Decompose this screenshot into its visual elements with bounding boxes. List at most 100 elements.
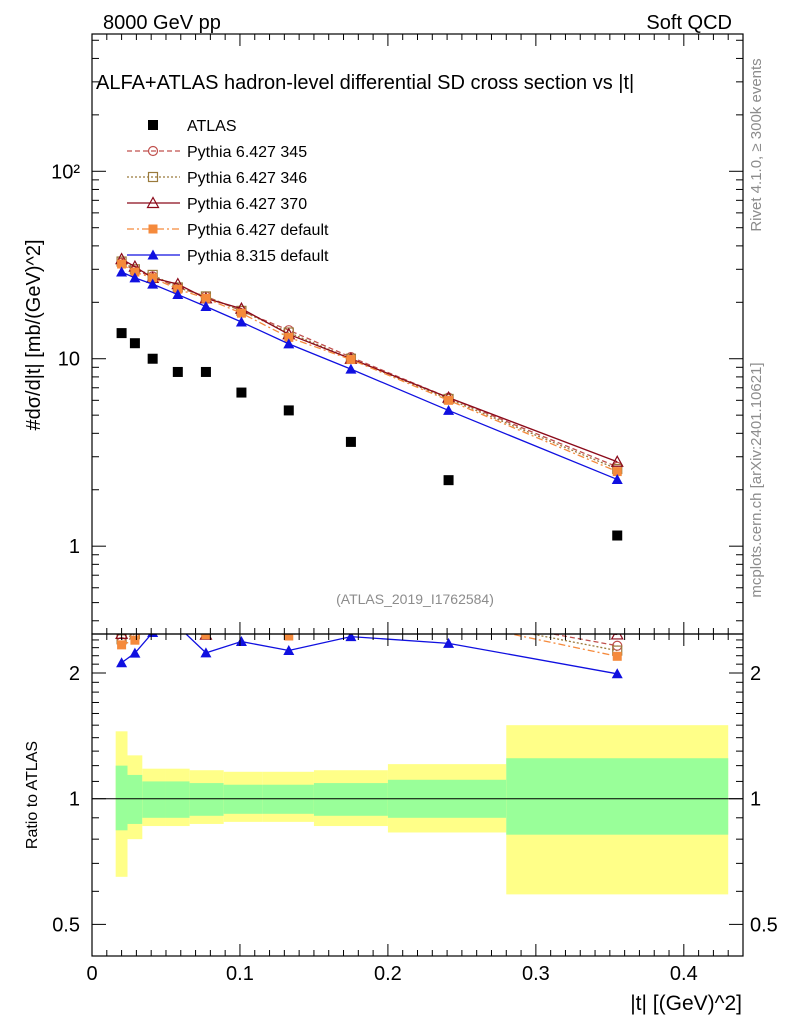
ratio-point-0-5: [237, 612, 246, 621]
band-stat-1: [127, 774, 143, 824]
ratio-point-4-4: [200, 647, 212, 658]
main-point-4-3: [172, 289, 184, 300]
main-point-3-1: [130, 267, 140, 277]
main-point-4-9: [611, 473, 623, 484]
main-point-3-7: [346, 355, 356, 365]
y-tick-label-ratio-left-0: 0.5: [52, 914, 80, 936]
ratio-line-0: [121, 634, 618, 647]
main-point-4-4: [200, 300, 212, 311]
data-point-3: [172, 366, 183, 377]
ratio-point-3-9: [612, 651, 622, 661]
ratio-point-1-5: [237, 612, 246, 621]
band-stat-5: [223, 784, 263, 814]
y-axis-label-ratio: Ratio to ATLAS: [24, 741, 41, 849]
main-point-4-7: [345, 363, 357, 374]
ratio-point-2-9: [610, 634, 624, 640]
data-point-6: [283, 405, 294, 416]
main-point-3-4: [201, 293, 211, 303]
ratio-point-1-2: [148, 607, 157, 616]
x-tick-label-0: 0: [86, 963, 97, 985]
ratio-point-3-0: [117, 640, 127, 650]
ratio-point-0-6: [284, 615, 293, 624]
ratio-point-2-3: [172, 598, 183, 608]
y-axis-label-main: #dσ/d|t| [mb/(GeV)^2]: [23, 239, 45, 430]
main-point-3-0: [117, 259, 127, 269]
main-series-group: [115, 252, 624, 541]
ratio-point-4-8: [443, 637, 455, 648]
y-tick-label-ratio-right-2: 2: [750, 663, 761, 685]
ratio-point-1-3: [173, 606, 182, 615]
analysis-tag: (ATLAS_2019_I1762584): [336, 591, 494, 607]
main-point-4-1: [129, 272, 141, 283]
data-point-9: [612, 530, 623, 541]
ratio-point-3-4: [201, 634, 211, 640]
ratio-point-4-0: [116, 657, 128, 668]
mcplots-label: mcplots.cern.ch [arXiv:2401.10621]: [748, 362, 765, 597]
ratio-point-4-6: [283, 645, 295, 656]
main-point-4-8: [443, 404, 455, 415]
header-left: 8000 GeV pp: [103, 12, 221, 34]
chart-title: ALFA+ATLAS hadron-level differential SD …: [96, 72, 634, 94]
main-point-4-0: [116, 266, 128, 277]
axis-tick-labels: 0 0.1 0.2 0.3 0.4 1 10 10² 0.5 0.5 1 1 2 2: [51, 161, 778, 985]
x-tick-label-2: 0.2: [374, 963, 402, 985]
band-stat-3: [165, 781, 190, 818]
ratio-point-1-8: [444, 613, 453, 622]
data-point-0: [116, 328, 127, 339]
legend-marker-4: [147, 249, 159, 260]
ratio-point-4-5: [235, 636, 247, 647]
main-point-4-2: [147, 278, 159, 289]
main-line-0: [121, 262, 618, 468]
main-point-3-2: [148, 273, 158, 283]
ratio-point-3-5: [237, 617, 246, 626]
axis-ticks: [91, 34, 744, 956]
ratio-series-group: [115, 598, 624, 679]
band-stat-7: [313, 783, 388, 816]
ratio-point-4-9: [611, 668, 623, 679]
y-tick-label-ratio-right-0: 0.5: [750, 914, 778, 936]
ratio-point-0-8: [444, 610, 453, 619]
y-tick-label-main-0: 1: [69, 536, 80, 558]
ratio-point-1-6: [284, 621, 293, 630]
data-point-8: [443, 475, 454, 486]
legend-marker-3: [148, 224, 158, 234]
legend-marker-0: [147, 145, 159, 157]
main-point-4-5: [235, 316, 247, 327]
ratio-line-4: [121, 634, 618, 675]
legend-label-0: Pythia 6.427 345: [187, 144, 307, 161]
y-axis-label-main-text: #dσ/d|t| [mb/(GeV)^2]: [23, 239, 45, 430]
legend-label-data: ATLAS: [187, 118, 237, 135]
main-point-3-8: [444, 395, 454, 405]
ratio-uncertainty-bands: [115, 725, 729, 895]
band-stat-2: [142, 781, 166, 818]
band-stat-0: [115, 765, 128, 831]
band-stat-9: [506, 758, 729, 835]
rivet-label: Rivet 4.1.0, ≥ 300k events: [748, 58, 765, 231]
data-point-7: [345, 436, 356, 447]
main-point-4-6: [283, 338, 295, 349]
main-point-3-5: [236, 308, 246, 318]
ratio-point-2-5: [236, 606, 247, 616]
ratio-point-3-8: [444, 616, 453, 625]
x-axis-label: |t| [(GeV)^2]: [630, 992, 742, 1015]
ratio-point-4-3: [172, 621, 183, 631]
header-right: Soft QCD: [646, 12, 732, 34]
band-stat-6: [262, 784, 314, 814]
y-tick-label-ratio-left-2: 2: [69, 663, 80, 685]
legend-label-3: Pythia 6.427 default: [187, 222, 329, 239]
x-tick-label-4: 0.4: [670, 963, 698, 985]
data-point-5: [236, 387, 247, 398]
y-tick-label-ratio-left-1: 1: [69, 789, 80, 811]
y-tick-label-ratio-right-1: 1: [750, 789, 761, 811]
main-point-2-9: [610, 455, 624, 467]
band-stat-4: [189, 783, 224, 816]
legend: ATLAS Pythia 6.427 345 Pythia 6.427 346 Pyt…: [127, 118, 329, 265]
ratio-point-2-7: [345, 608, 356, 618]
ratio-point-2-8: [443, 609, 454, 619]
x-tick-label-1: 0.1: [226, 963, 254, 985]
legend-marker-2: [146, 196, 160, 209]
y-tick-label-main-2: 10²: [51, 161, 80, 183]
legend-label-4: Pythia 8.315 default: [187, 248, 329, 265]
main-point-3-6: [284, 332, 294, 342]
